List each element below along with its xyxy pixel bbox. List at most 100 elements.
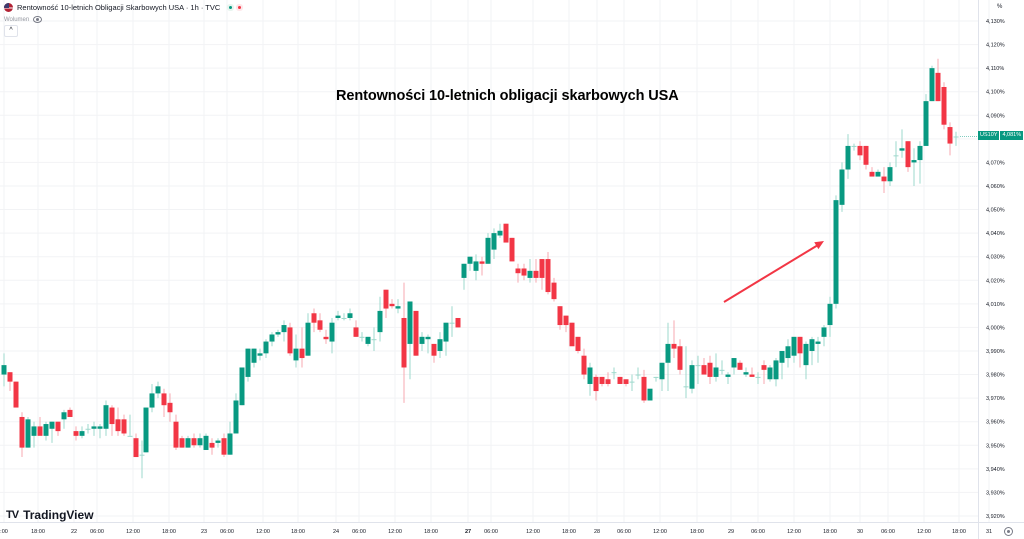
candle-down [521, 268, 527, 276]
candle-down [947, 127, 953, 144]
last-price-symbol: US10Y [978, 131, 1000, 140]
candle-down [617, 376, 623, 384]
candle-down [557, 306, 563, 326]
symbol-title: Rentowność 10-letnich Obligacji Skarbowy… [17, 3, 221, 12]
candle-up [929, 68, 935, 102]
candle-down [797, 336, 803, 354]
candle-up [245, 348, 251, 377]
price-axis-label: 4,130% [986, 19, 1005, 25]
eye-icon[interactable] [33, 16, 43, 23]
candle-up [683, 386, 689, 388]
candle-up [43, 424, 49, 436]
time-axis-label: 18:00 [690, 529, 704, 535]
time-axis-label: 12:00 [526, 529, 540, 535]
time-axis-label: 18:00 [424, 529, 438, 535]
candle-up [629, 381, 635, 383]
candle-down [539, 259, 545, 278]
candle-up [791, 336, 797, 356]
price-axis-label: 3,990% [986, 349, 1005, 355]
volume-legend[interactable]: Wolumen [4, 16, 43, 23]
candle-down [707, 362, 713, 377]
candle-down [869, 171, 875, 177]
candle-up [833, 200, 839, 304]
candle-up [329, 322, 335, 342]
candle-down [857, 145, 863, 156]
candle-up [227, 433, 233, 455]
time-axis-label: 06:00 [751, 529, 765, 535]
settings-gear-icon[interactable] [1004, 527, 1013, 536]
candle-down [563, 315, 569, 326]
symbol-legend[interactable]: Rentowność 10-letnich Obligacji Skarbowy… [4, 3, 244, 12]
time-axis-label: 28 [594, 529, 600, 535]
candle-up [893, 155, 899, 157]
candle-down [599, 376, 605, 384]
price-axis-label: 4,010% [986, 302, 1005, 308]
tradingview-logo[interactable]: TV TradingView [6, 508, 94, 522]
candle-up [785, 346, 791, 359]
candle-up [203, 435, 209, 450]
candle-up [85, 428, 91, 430]
candle-up [425, 336, 431, 340]
price-axis-label: 4,050% [986, 208, 1005, 214]
candle-up [365, 336, 371, 344]
candle-up [293, 348, 299, 361]
time-axis-label: 30 [857, 529, 863, 535]
candle-down [737, 362, 743, 370]
candle-up [731, 358, 737, 368]
time-axis-label: 06:00 [484, 529, 498, 535]
market-status[interactable] [227, 4, 244, 11]
candle-down [533, 270, 539, 278]
price-axis-label: 4,090% [986, 113, 1005, 119]
candle-up [611, 372, 617, 374]
candle-down [55, 421, 61, 432]
candle-up [31, 426, 37, 436]
candle-up [917, 145, 923, 161]
candle-down [413, 310, 419, 356]
collapse-legend-button[interactable]: ^ [4, 25, 18, 37]
price-axis-label: 4,070% [986, 160, 1005, 166]
candle-down [115, 419, 121, 432]
candle-up [827, 303, 833, 326]
candle-up [251, 348, 257, 363]
candle-up [257, 353, 263, 356]
price-axis-label: 4,120% [986, 43, 1005, 49]
candle-down [311, 313, 317, 323]
candle-down [569, 322, 575, 347]
candle-down [701, 365, 707, 375]
candle-up [473, 261, 479, 271]
candle-down [509, 237, 515, 262]
candle-down [455, 317, 461, 328]
candle-down [749, 374, 755, 377]
candle-up [1, 365, 7, 375]
price-axis-label: 3,980% [986, 373, 1005, 379]
time-axis-label: 29 [728, 529, 734, 535]
candle-up [25, 419, 31, 448]
time-axis-label: 06:00 [617, 529, 631, 535]
price-axis-label: 3,960% [986, 420, 1005, 426]
price-axis-label: 3,940% [986, 467, 1005, 473]
candle-up [275, 332, 281, 335]
candle-up [143, 407, 149, 453]
last-price-value: 4,081% [1000, 131, 1024, 140]
candle-down [323, 336, 329, 340]
candle-up [491, 233, 497, 250]
candle-up [149, 393, 155, 408]
candle-up [647, 388, 653, 401]
candle-up [719, 369, 725, 371]
candle-down [389, 303, 395, 307]
time-axis-label: 31 [986, 529, 992, 535]
candle-up [359, 336, 365, 338]
candle-up [461, 263, 467, 278]
candle-down [863, 145, 869, 165]
price-axis-label: 3,930% [986, 490, 1005, 496]
time-axis-label: 18:00 [952, 529, 966, 535]
candle-down [671, 343, 677, 349]
candle-up [899, 148, 905, 151]
time-axis-label: 18:00 [291, 529, 305, 535]
candle-up [155, 386, 161, 394]
candle-down [515, 268, 521, 274]
candle-down [431, 343, 437, 356]
candle-up [689, 365, 695, 389]
candle-up [809, 339, 815, 351]
